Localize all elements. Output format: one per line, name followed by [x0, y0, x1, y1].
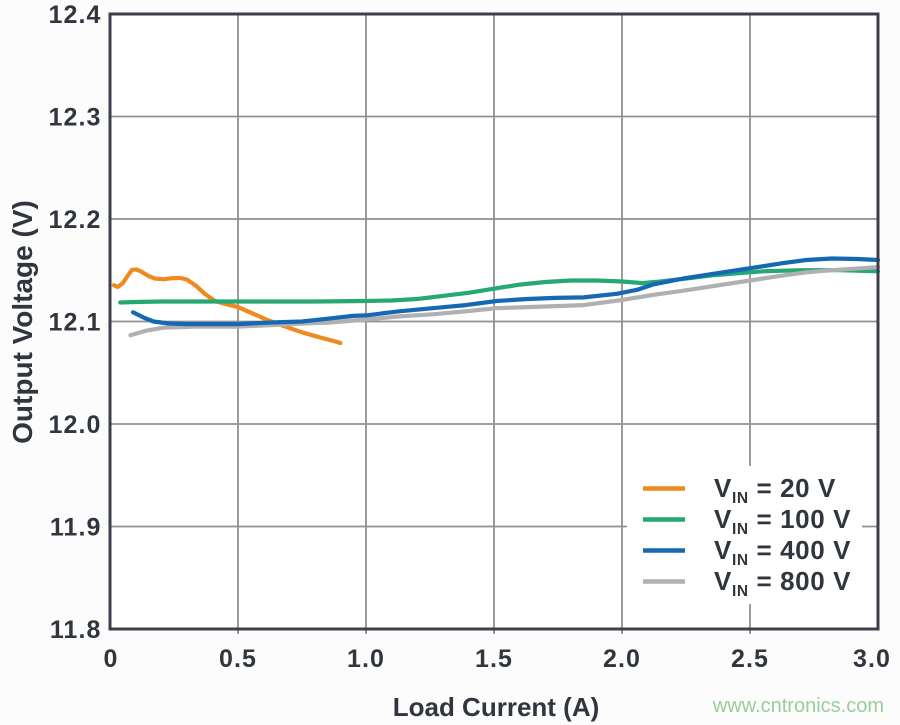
- svg-text:0: 0: [103, 645, 118, 673]
- svg-text:www.cntronics.com: www.cntronics.com: [712, 695, 884, 717]
- svg-text:VIN = 400 V: VIN = 400 V: [714, 535, 851, 569]
- svg-text:1.0: 1.0: [347, 645, 385, 673]
- svg-text:Load Current (A): Load Current (A): [393, 692, 600, 722]
- svg-text:2.0: 2.0: [603, 645, 641, 673]
- svg-text:11.9: 11.9: [50, 514, 102, 542]
- svg-text:12.2: 12.2: [48, 206, 101, 234]
- svg-text:VIN = 20 V: VIN = 20 V: [714, 473, 836, 507]
- svg-text:2.5: 2.5: [731, 645, 769, 673]
- svg-text:Output Voltage (V): Output Voltage (V): [7, 200, 38, 444]
- svg-text:12.4: 12.4: [48, 1, 101, 29]
- svg-text:0.5: 0.5: [219, 645, 257, 673]
- svg-text:3.0: 3.0: [853, 645, 891, 673]
- svg-text:11.8: 11.8: [50, 616, 102, 644]
- svg-text:12.1: 12.1: [48, 309, 101, 337]
- svg-text:VIN = 100 V: VIN = 100 V: [714, 504, 851, 538]
- svg-text:12.3: 12.3: [48, 104, 101, 132]
- svg-text:12.0: 12.0: [48, 411, 101, 439]
- svg-text:1.5: 1.5: [475, 645, 513, 673]
